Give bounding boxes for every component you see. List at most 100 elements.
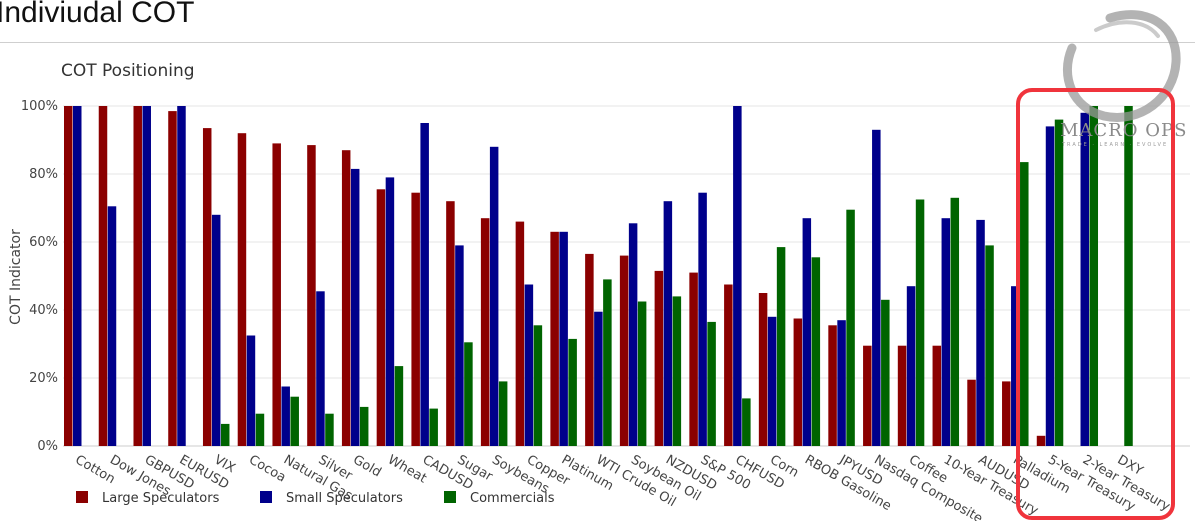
bar <box>290 396 299 446</box>
bar <box>742 398 751 446</box>
bar <box>1080 112 1090 447</box>
bar <box>619 255 629 446</box>
bar <box>281 386 290 446</box>
y-tick-label: 60% <box>29 235 58 250</box>
bar <box>524 284 534 446</box>
bar <box>628 223 638 446</box>
legend-swatch <box>260 491 272 503</box>
bar <box>828 325 837 446</box>
bar <box>863 345 872 446</box>
bar <box>429 408 438 446</box>
bar <box>906 286 916 446</box>
highlight-box <box>1016 88 1175 520</box>
y-tick-label: 20% <box>29 371 58 386</box>
bar <box>707 321 716 446</box>
bar <box>950 197 960 446</box>
bar <box>1045 126 1055 447</box>
bar <box>550 231 559 446</box>
bar <box>98 106 108 446</box>
bar <box>1002 381 1011 446</box>
y-tick-label: 100% <box>21 99 58 114</box>
bar <box>802 218 812 446</box>
bar <box>394 366 404 446</box>
bar <box>985 245 994 446</box>
bar <box>837 320 846 446</box>
logo-brush-stroke <box>1094 20 1160 38</box>
bar <box>1020 162 1029 446</box>
bar <box>446 201 455 446</box>
title-divider <box>0 42 1195 43</box>
bar <box>255 413 265 446</box>
legend-item[interactable]: Small Speculators <box>260 491 403 506</box>
bar <box>220 423 230 446</box>
bar <box>767 316 777 446</box>
bar <box>1011 286 1020 446</box>
bar <box>142 106 151 446</box>
legend-item[interactable]: Large Speculators <box>76 491 220 506</box>
bar <box>480 218 490 446</box>
bar <box>793 318 803 446</box>
bar <box>515 221 525 446</box>
bar <box>941 218 951 446</box>
bar <box>637 301 647 446</box>
bar <box>325 413 334 446</box>
chart-title: COT Positioning <box>61 61 195 81</box>
bar <box>376 189 386 447</box>
bar <box>168 111 177 446</box>
y-tick-label: 0% <box>37 439 58 454</box>
bar <box>915 199 925 446</box>
bar <box>177 106 186 446</box>
bar <box>594 311 603 446</box>
bar <box>455 245 464 446</box>
x-tick-label: Cocoa <box>246 452 288 485</box>
legend-swatch <box>444 491 456 503</box>
bar <box>811 257 821 446</box>
bar <box>133 106 142 446</box>
bar <box>663 201 673 446</box>
x-tick-label: Wheat <box>385 452 429 486</box>
bar <box>776 247 786 446</box>
bar <box>272 143 281 446</box>
bar <box>559 231 568 446</box>
logo-tagline: TRADE · LEARN · EVOLVE <box>1061 142 1168 148</box>
bar <box>211 214 221 446</box>
bar <box>698 192 707 446</box>
bar <box>1054 119 1064 446</box>
legend[interactable]: Large Speculators Small Speculators Commer… <box>76 491 555 506</box>
bar <box>976 219 985 446</box>
bar <box>307 145 316 446</box>
bar <box>316 291 325 446</box>
x-tick-label: Gold <box>350 452 383 480</box>
bar <box>758 293 768 446</box>
bar <box>202 128 212 446</box>
page-title: Indiviudal COT <box>0 0 195 29</box>
y-axis-label: COT Indicator <box>8 229 24 325</box>
y-tick-label: 40% <box>29 303 58 318</box>
bar <box>654 270 664 446</box>
bar <box>603 279 612 446</box>
macro-ops-logo: MACRO OPS TRADE · LEARN · EVOLVE <box>1060 10 1186 148</box>
bar <box>897 345 907 446</box>
logo-brush-circle <box>1063 10 1181 122</box>
bar <box>73 106 82 446</box>
bar <box>498 381 508 446</box>
bar <box>246 335 256 446</box>
bar <box>359 406 369 446</box>
bar <box>107 206 117 446</box>
bar <box>967 379 976 446</box>
bar <box>385 177 395 446</box>
bar <box>1124 106 1133 446</box>
bar <box>1089 106 1099 446</box>
bar <box>689 272 698 446</box>
bar <box>420 123 429 446</box>
bars-group <box>64 106 1133 447</box>
bar <box>585 253 594 446</box>
legend-swatch <box>76 491 88 503</box>
legend-label: Large Speculators <box>102 491 220 506</box>
bar <box>1036 435 1046 446</box>
bar <box>932 345 942 446</box>
legend-item[interactable]: Commercials <box>444 491 555 506</box>
bar <box>568 338 577 446</box>
bar <box>64 106 73 446</box>
